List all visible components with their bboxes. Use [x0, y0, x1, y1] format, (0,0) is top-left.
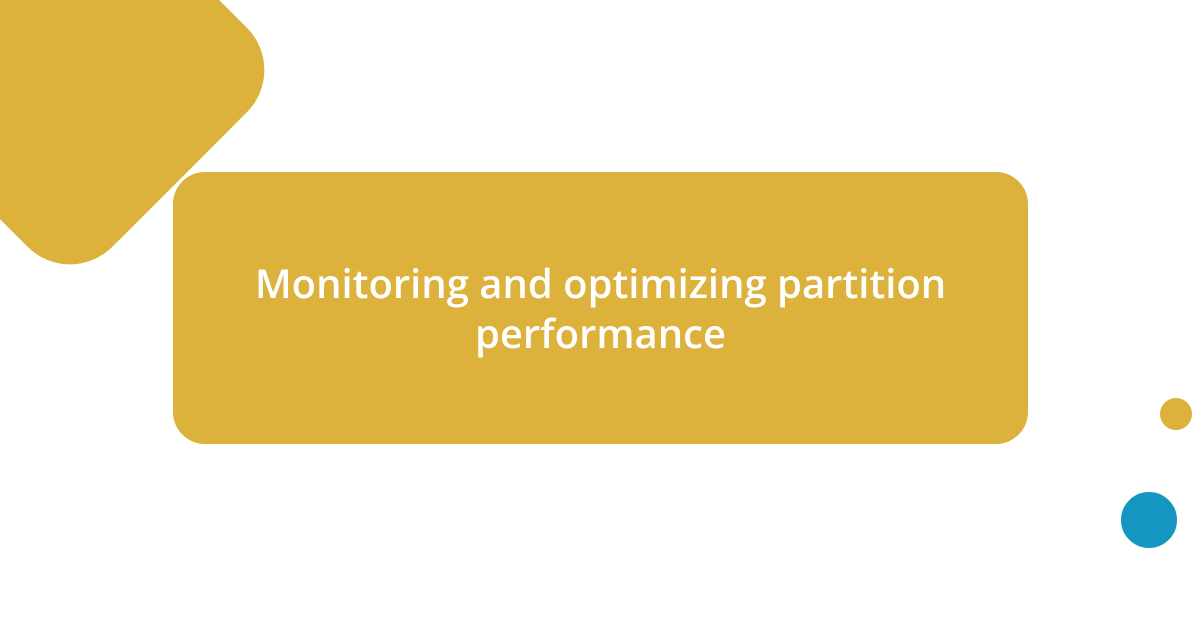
- small-ring-decoration: [1160, 398, 1192, 430]
- title-text: Monitoring and optimizing partition perf…: [233, 258, 968, 358]
- big-ring-decoration: [1121, 492, 1177, 548]
- title-card: Monitoring and optimizing partition perf…: [173, 172, 1028, 444]
